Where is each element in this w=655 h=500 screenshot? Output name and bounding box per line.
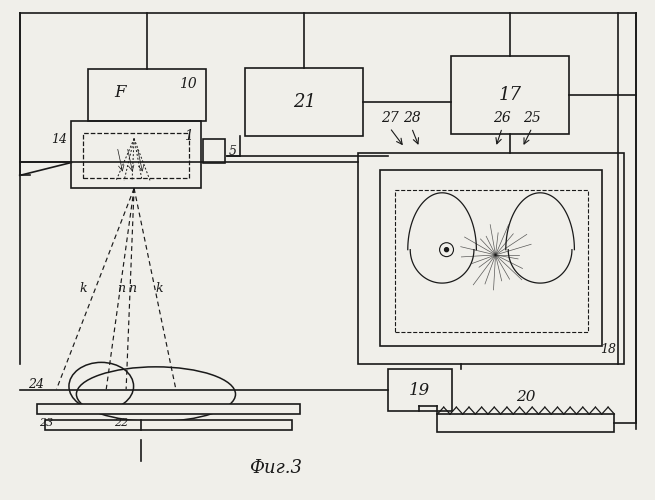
Text: n: n (128, 282, 136, 294)
Bar (388, 370, 453, 411)
Bar (394, 190, 588, 332)
Text: 18: 18 (601, 344, 616, 356)
Bar (380, 170, 603, 346)
Bar (83, 132, 189, 178)
Text: 14: 14 (52, 132, 67, 145)
Text: 23: 23 (39, 418, 54, 428)
Bar (246, 68, 363, 136)
Bar (37, 404, 300, 414)
Text: n: n (117, 282, 124, 294)
Bar (88, 69, 206, 120)
Text: 21: 21 (293, 93, 316, 111)
Text: 26: 26 (493, 110, 511, 124)
Text: 10: 10 (179, 77, 196, 91)
Text: 24: 24 (28, 378, 44, 391)
Text: 1: 1 (184, 128, 193, 142)
Text: 25: 25 (523, 110, 541, 124)
Text: Фиг.3: Фиг.3 (249, 458, 302, 476)
Text: 5: 5 (229, 144, 236, 158)
Text: 19: 19 (409, 382, 430, 398)
Text: 17: 17 (498, 86, 521, 104)
Text: 20: 20 (516, 390, 536, 404)
Bar (438, 414, 614, 432)
Text: 27: 27 (381, 110, 398, 124)
Bar (202, 138, 225, 164)
Text: F: F (115, 84, 126, 102)
Bar (451, 56, 569, 134)
Text: 28: 28 (403, 110, 421, 124)
Bar (71, 120, 200, 188)
Text: k: k (79, 282, 87, 294)
Text: k: k (155, 282, 163, 294)
Circle shape (445, 248, 449, 252)
Bar (358, 152, 624, 364)
Text: 22: 22 (114, 418, 128, 428)
Bar (45, 420, 292, 430)
